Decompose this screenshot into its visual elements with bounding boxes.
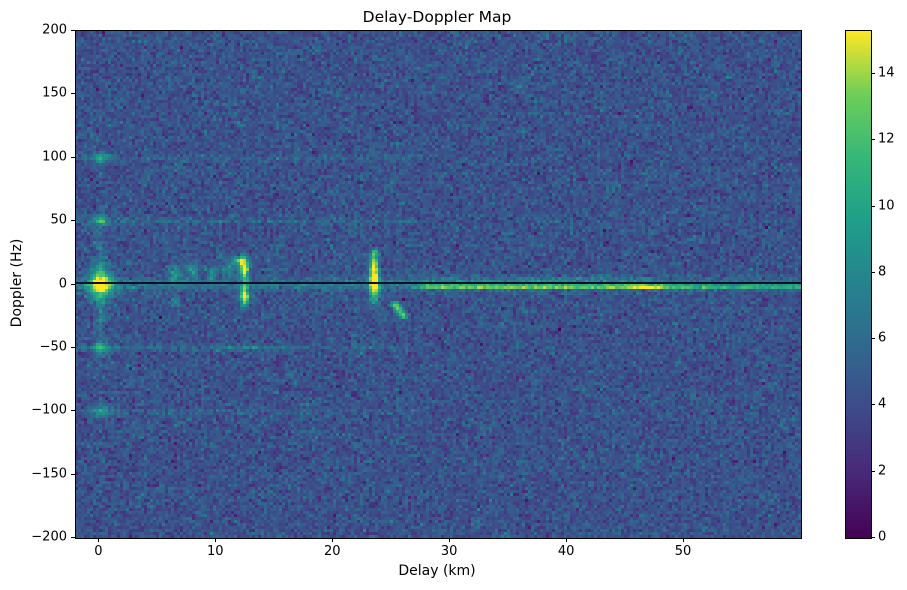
x-tick-label: 0 bbox=[94, 544, 103, 559]
x-tick-label: 50 bbox=[674, 544, 692, 559]
y-tick-label: 200 bbox=[42, 22, 67, 38]
colorbar-tick-label: 2 bbox=[878, 463, 887, 479]
colorbar-tick bbox=[871, 338, 875, 340]
zero-doppler-line bbox=[76, 282, 801, 284]
y-tick bbox=[71, 220, 75, 222]
y-tick bbox=[71, 283, 75, 285]
y-tick bbox=[71, 156, 75, 158]
y-tick-label: −150 bbox=[31, 466, 67, 482]
colorbar-tick bbox=[871, 73, 875, 75]
y-tick bbox=[71, 537, 75, 538]
colorbar-tick bbox=[871, 470, 875, 472]
y-tick-label: −100 bbox=[31, 402, 67, 418]
colorbar-tick bbox=[871, 139, 875, 141]
x-tick bbox=[98, 538, 100, 542]
y-tick-label: −50 bbox=[39, 339, 67, 355]
x-axis-label: Delay (km) bbox=[398, 563, 476, 579]
y-axis-label: Doppler (Hz) bbox=[9, 238, 25, 328]
x-tick-label: 10 bbox=[207, 544, 224, 559]
colorbar-tick-label: 0 bbox=[878, 529, 887, 545]
y-tick-label: 50 bbox=[50, 212, 67, 228]
plot-title: Delay-Doppler Map bbox=[362, 8, 512, 26]
y-tick-label: 0 bbox=[58, 276, 67, 291]
colorbar-tick-label: 6 bbox=[878, 330, 887, 346]
x-tick bbox=[332, 538, 334, 542]
x-tick-label: 40 bbox=[557, 544, 575, 559]
y-tick bbox=[71, 346, 75, 348]
heatmap-plot-area bbox=[75, 30, 802, 539]
x-tick-label: 20 bbox=[323, 544, 341, 559]
colorbar-tick-label: 14 bbox=[878, 65, 895, 81]
x-tick bbox=[683, 538, 685, 542]
x-tick bbox=[566, 538, 568, 542]
y-tick-label: 150 bbox=[42, 85, 67, 101]
colorbar bbox=[845, 30, 872, 539]
y-tick bbox=[71, 93, 75, 95]
colorbar-tick-label: 10 bbox=[878, 198, 895, 214]
y-tick bbox=[71, 30, 75, 31]
x-tick bbox=[215, 538, 217, 542]
colorbar-tick bbox=[871, 537, 875, 538]
y-tick bbox=[71, 473, 75, 475]
x-tick-label: 30 bbox=[440, 544, 458, 559]
colorbar-tick bbox=[871, 404, 875, 406]
x-tick bbox=[449, 538, 451, 542]
colorbar-tick-label: 4 bbox=[878, 396, 887, 412]
y-tick bbox=[71, 410, 75, 412]
colorbar-tick-label: 8 bbox=[878, 264, 887, 280]
colorbar-tick bbox=[871, 205, 875, 207]
colorbar-tick bbox=[871, 271, 875, 273]
y-tick-label: 100 bbox=[42, 149, 67, 165]
y-tick-label: −200 bbox=[31, 529, 67, 545]
heatmap-canvas bbox=[76, 31, 801, 538]
colorbar-tick-label: 12 bbox=[878, 131, 895, 147]
